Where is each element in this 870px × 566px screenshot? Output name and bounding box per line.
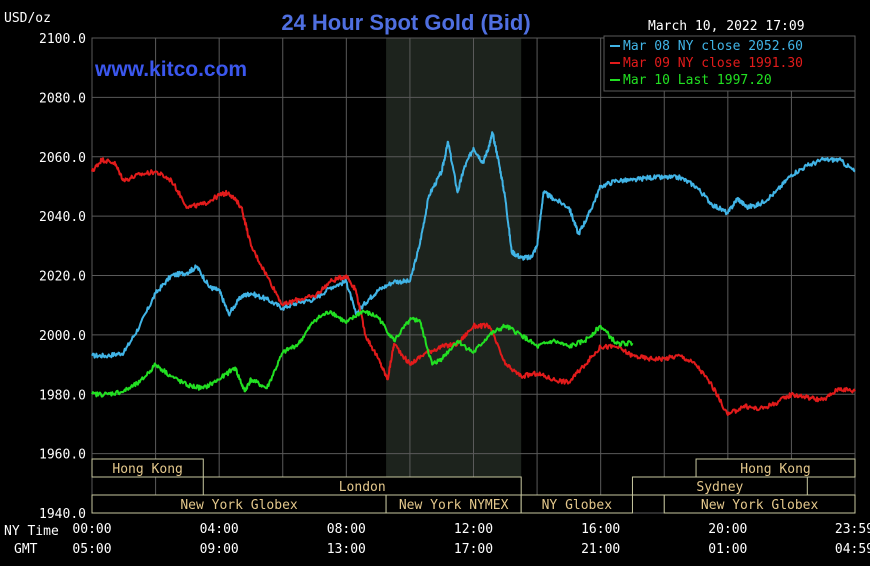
y-tick-label: 1980.0 (39, 388, 86, 403)
x-tick-label-gmt: 17:00 (454, 542, 493, 557)
x-tick-label-ny: 00:00 (72, 522, 111, 537)
x-tick-label-gmt: 01:00 (708, 542, 747, 557)
x-tick-label-ny: 08:00 (327, 522, 366, 537)
y-tick-label: 2060.0 (39, 151, 86, 166)
y-tick-label: 2000.0 (39, 329, 86, 344)
watermark: www.kitco.com (94, 58, 247, 81)
x-tick-label-gmt: 21:00 (581, 542, 620, 557)
session-label: NY Globex (542, 498, 613, 513)
x-tick-label-gmt: 13:00 (327, 542, 366, 557)
legend-entry: Mar 09 NY close 1991.30 (623, 56, 803, 71)
x-tick-label-ny: 20:00 (708, 522, 747, 537)
x-tick-label-gmt: 09:00 (200, 542, 239, 557)
x-tick-label-ny: 04:00 (200, 522, 239, 537)
session-bar (520, 494, 633, 514)
y-tick-label: 1940.0 (39, 507, 86, 522)
y-tick-label: 1960.0 (39, 448, 86, 463)
session-label: Hong Kong (112, 462, 182, 477)
session-bar (91, 458, 204, 478)
session-label: Hong Kong (740, 462, 810, 477)
legend-box (603, 35, 856, 92)
session-bar (663, 494, 856, 514)
unit-label: USD/oz (4, 11, 51, 26)
y-tick-label: 2020.0 (39, 270, 86, 285)
gmt-row-label: GMT (14, 542, 38, 557)
session-label: London (339, 480, 386, 495)
timestamp: March 10, 2022 17:09 (648, 19, 805, 34)
session-label: New York Globex (701, 498, 819, 513)
y-tick-label: 2040.0 (39, 210, 86, 225)
x-tick-label-gmt: 05:00 (72, 542, 111, 557)
legend-entry: Mar 08 NY close 2052.60 (623, 39, 803, 54)
y-tick-label: 2080.0 (39, 91, 86, 106)
legend-entry: Mar 10 Last 1997.20 (623, 73, 772, 88)
session-label: New York NYMEX (399, 498, 509, 513)
legend: Mar 08 NY close 2052.60 Mar 09 NY close 1… (603, 35, 856, 92)
session-label: Sydney (696, 480, 743, 495)
x-tick-label-ny: 12:00 (454, 522, 493, 537)
session-label: New York Globex (180, 498, 298, 513)
x-tick-label-ny: 16:00 (581, 522, 620, 537)
ny-time-row-label: NY Time (4, 524, 59, 539)
y-tick-label: 2100.0 (39, 32, 86, 47)
series-line-3 (91, 309, 634, 398)
series-line-2 (91, 157, 856, 416)
chart-title: 24 Hour Spot Gold (Bid) (281, 10, 530, 35)
series-line-1 (91, 131, 856, 359)
x-tick-label-ny: 23:59 (835, 522, 870, 537)
x-tick-label-gmt: 04:59 (835, 542, 870, 557)
